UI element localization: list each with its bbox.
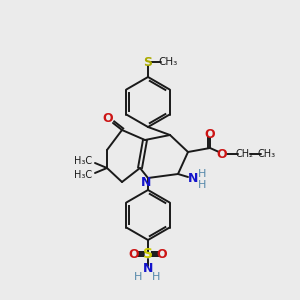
Text: S: S	[143, 56, 152, 68]
Text: O: O	[103, 112, 113, 124]
Text: S: S	[143, 247, 153, 261]
Text: N: N	[143, 262, 153, 275]
Text: CH₂: CH₂	[235, 149, 253, 159]
Text: H: H	[152, 272, 160, 282]
Text: H₃C: H₃C	[74, 170, 92, 180]
Text: CH₃: CH₃	[158, 57, 178, 67]
Text: N: N	[141, 176, 151, 190]
Text: O: O	[217, 148, 227, 160]
Text: O: O	[129, 248, 139, 260]
Text: H₃C: H₃C	[74, 156, 92, 166]
Text: N: N	[188, 172, 198, 185]
Text: CH₃: CH₃	[258, 149, 276, 159]
Text: O: O	[205, 128, 215, 140]
Text: H: H	[198, 180, 206, 190]
Text: H: H	[134, 272, 142, 282]
Text: H: H	[198, 169, 206, 179]
Text: O: O	[157, 248, 167, 260]
